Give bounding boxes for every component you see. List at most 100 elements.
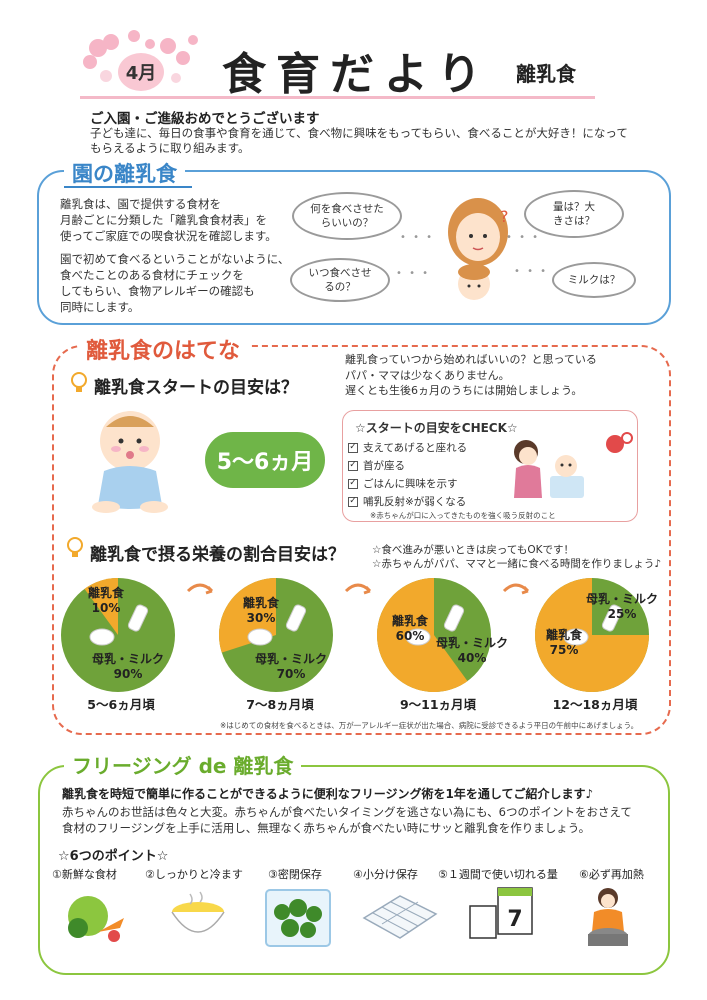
baby-bottle-icon: [443, 604, 465, 632]
pie-slice-baby-food: [535, 578, 649, 692]
rice-bowl-icon: [405, 628, 431, 646]
freezing-lead: 離乳食を時短で簡単に作ることができるように便利なフリージング術を1年を通してご紹…: [62, 787, 594, 801]
pie-milk-label: 母乳・ミルク 25%: [586, 590, 658, 621]
rice-bowl-icon: [89, 628, 115, 646]
section-title-nursery-baby-food: 園の離乳食: [64, 158, 185, 188]
pacifier-icon: [606, 432, 633, 453]
checkbox-icon: ✓: [348, 478, 358, 489]
baby-bottle-icon: [127, 604, 149, 632]
checkbox-icon: ✓: [348, 496, 358, 507]
month-tag: 4月: [118, 53, 164, 91]
rice-bowl-icon: [563, 628, 589, 646]
nutrition-ratio-pies: [61, 578, 649, 692]
text-line: してもらい、食物アレルギーの確認も: [60, 284, 255, 298]
label-text: 離乳食: [392, 614, 429, 628]
lightbulb-icon: [67, 537, 83, 557]
text-line: パパ・ママは少なくありません。: [345, 368, 510, 382]
label-value: 10%: [91, 601, 121, 615]
tip-line: ☆赤ちゃんがパパ、ママと一緒に食べる時間を作りましょう♪: [372, 558, 662, 570]
question-nutrition-ratio: 離乳食で摂る栄養の割合目安は？: [90, 545, 345, 565]
thought-cloud-when: いつ食べさせるの？: [290, 258, 390, 302]
pie-age-caption: 7〜8ヵ月頃: [246, 697, 314, 712]
label-text: 母乳・ミルク: [255, 652, 328, 666]
baby-bottle-icon: [601, 604, 623, 632]
pie-food-label: 離乳食 10%: [88, 584, 124, 615]
checklist-note: ※赤ちゃんが口に入ってきたものを強く吸う反射のこと: [370, 511, 556, 520]
sitting-baby-illustration: [92, 411, 168, 513]
text-line: 離乳食っていつから始めればいいの？と思っている: [345, 353, 597, 366]
text-line: 同時にします。: [60, 300, 140, 314]
label-value: 25%: [607, 607, 637, 621]
thought-dots: • • •: [400, 232, 435, 243]
section-title-freezing: フリージング de 離乳食: [64, 750, 302, 779]
point-label-reheat: ⑥必ず再加熱: [579, 868, 644, 881]
reheating-cook-illustration: [588, 888, 628, 946]
label-text: 離乳食: [546, 628, 583, 642]
sealed-bag-illustration: [265, 889, 331, 947]
ice-tray-illustration: [362, 895, 438, 939]
pie-age-caption: 5〜6ヵ月頃: [87, 697, 155, 712]
label-text: 母乳・ミルク: [436, 636, 509, 650]
label-text: 母乳・ミルク: [586, 592, 659, 606]
checklist-item-label: 支えてあげると座れる: [363, 442, 468, 454]
label-value: 70%: [276, 667, 306, 681]
text-line: 使ってご家庭での喫食状況を確認します。: [60, 229, 277, 243]
thought-cloud-what: 何を食べさせたらいいの？: [292, 192, 402, 240]
section-title-baby-food-faq: 離乳食のはてな: [78, 333, 249, 365]
progress-arrow-icon: [502, 583, 530, 595]
calendar-day: 7: [507, 907, 522, 932]
pie-milk-label: 母乳・ミルク 90%: [92, 650, 164, 681]
checklist-title: ☆スタートの目安をCHECK☆: [355, 421, 518, 435]
text-line: 離乳食は、園で提供する食材を: [60, 197, 221, 211]
section-title-underline: [64, 186, 192, 188]
text-line: 赤ちゃんのお世話は色々と大変。赤ちゃんが食べたいタイミングを逃さない為にも、6つ…: [62, 805, 632, 819]
pie-slice-baby-food: [84, 578, 118, 635]
text-line: 食材のフリージングを上手に活用し、無理なく赤ちゃんが食べたい時にサッと離乳食を作…: [62, 820, 591, 835]
points-title: ☆6つのポイント☆: [58, 849, 169, 864]
point-label-portion: ④小分け保存: [353, 868, 418, 881]
svg-text:?: ?: [500, 207, 509, 226]
lightbulb-icon: [71, 372, 87, 392]
point-label-fresh: ①新鮮な食材: [52, 868, 117, 881]
cherry-blossom-illustration: [83, 30, 198, 83]
text-line: 食べたことのある食材にチェックを: [60, 268, 244, 282]
start-age-intro: 離乳食っていつから始めればいいの？と思っている パパ・ママは少なくありません。 …: [345, 352, 655, 399]
pie-milk-label: 母乳・ミルク 70%: [255, 650, 327, 681]
label-value: 40%: [457, 651, 487, 665]
thought-cloud-milk: ミルクは？: [552, 262, 636, 298]
pie-food-label: 離乳食 60%: [392, 612, 428, 643]
label-value: 30%: [246, 611, 276, 625]
feeding-tips: ☆食べ進みが悪いときは戻ってもOKです！ ☆赤ちゃんがパパ、ママと一緒に食べる時…: [372, 543, 672, 571]
checklist-item: ✓ 哺乳反射※が弱くなる: [348, 494, 466, 509]
checklist-item: ✓ 支えてあげると座れる: [348, 440, 467, 455]
thought-cloud-amount: 量は？大きさは？: [524, 190, 624, 238]
greeting-title: ご入園・ご進級おめでとうございます: [90, 111, 320, 127]
point-label-cool: ②しっかりと冷ます: [145, 868, 243, 881]
pie-food-label: 離乳食 30%: [243, 594, 279, 625]
start-age-badge: 5〜6ヵ月: [205, 432, 325, 488]
point-label-sealed: ③密閉保存: [268, 868, 322, 881]
freezing-body: 赤ちゃんのお世話は色々と大変。赤ちゃんが食べたいタイミングを逃さない為にも、6つ…: [62, 805, 662, 836]
newsletter-subtitle: 離乳食: [516, 62, 576, 86]
baby-bottle-icon: [285, 604, 307, 632]
question-start-age: 離乳食スタートの目安は？: [94, 378, 298, 398]
baby-food-faq-box: [52, 345, 671, 735]
mother-baby-illustration: ?: [448, 198, 509, 300]
calendar-icon: 7: [469, 887, 533, 939]
checklist-item: ✓ 首が座る: [348, 458, 405, 473]
label-value: 75%: [549, 643, 579, 657]
soup-bowl-illustration: [171, 891, 225, 933]
text-line: 遅くとも生後6ヵ月のうちには開始しましょう。: [345, 384, 583, 397]
nursery-paragraph-1: 離乳食は、園で提供する食材を 月齢ごとに分類した「離乳食食材表」を 使ってご家庭…: [60, 196, 290, 244]
header-divider: [80, 96, 595, 99]
nursery-baby-food-box: [37, 170, 671, 325]
checkbox-icon: ✓: [348, 442, 358, 453]
pie-age-caption: 9〜11ヵ月頃: [399, 697, 477, 712]
text-line: 園で初めて食べるということがないように、: [60, 252, 290, 266]
label-text: 母乳・ミルク: [92, 652, 165, 666]
progress-arrow-icon: [186, 583, 214, 595]
thought-dots: • • •: [506, 232, 541, 243]
label-value: 90%: [113, 667, 143, 681]
checkbox-icon: ✓: [348, 460, 358, 471]
pie-food-label: 離乳食 75%: [546, 626, 582, 657]
